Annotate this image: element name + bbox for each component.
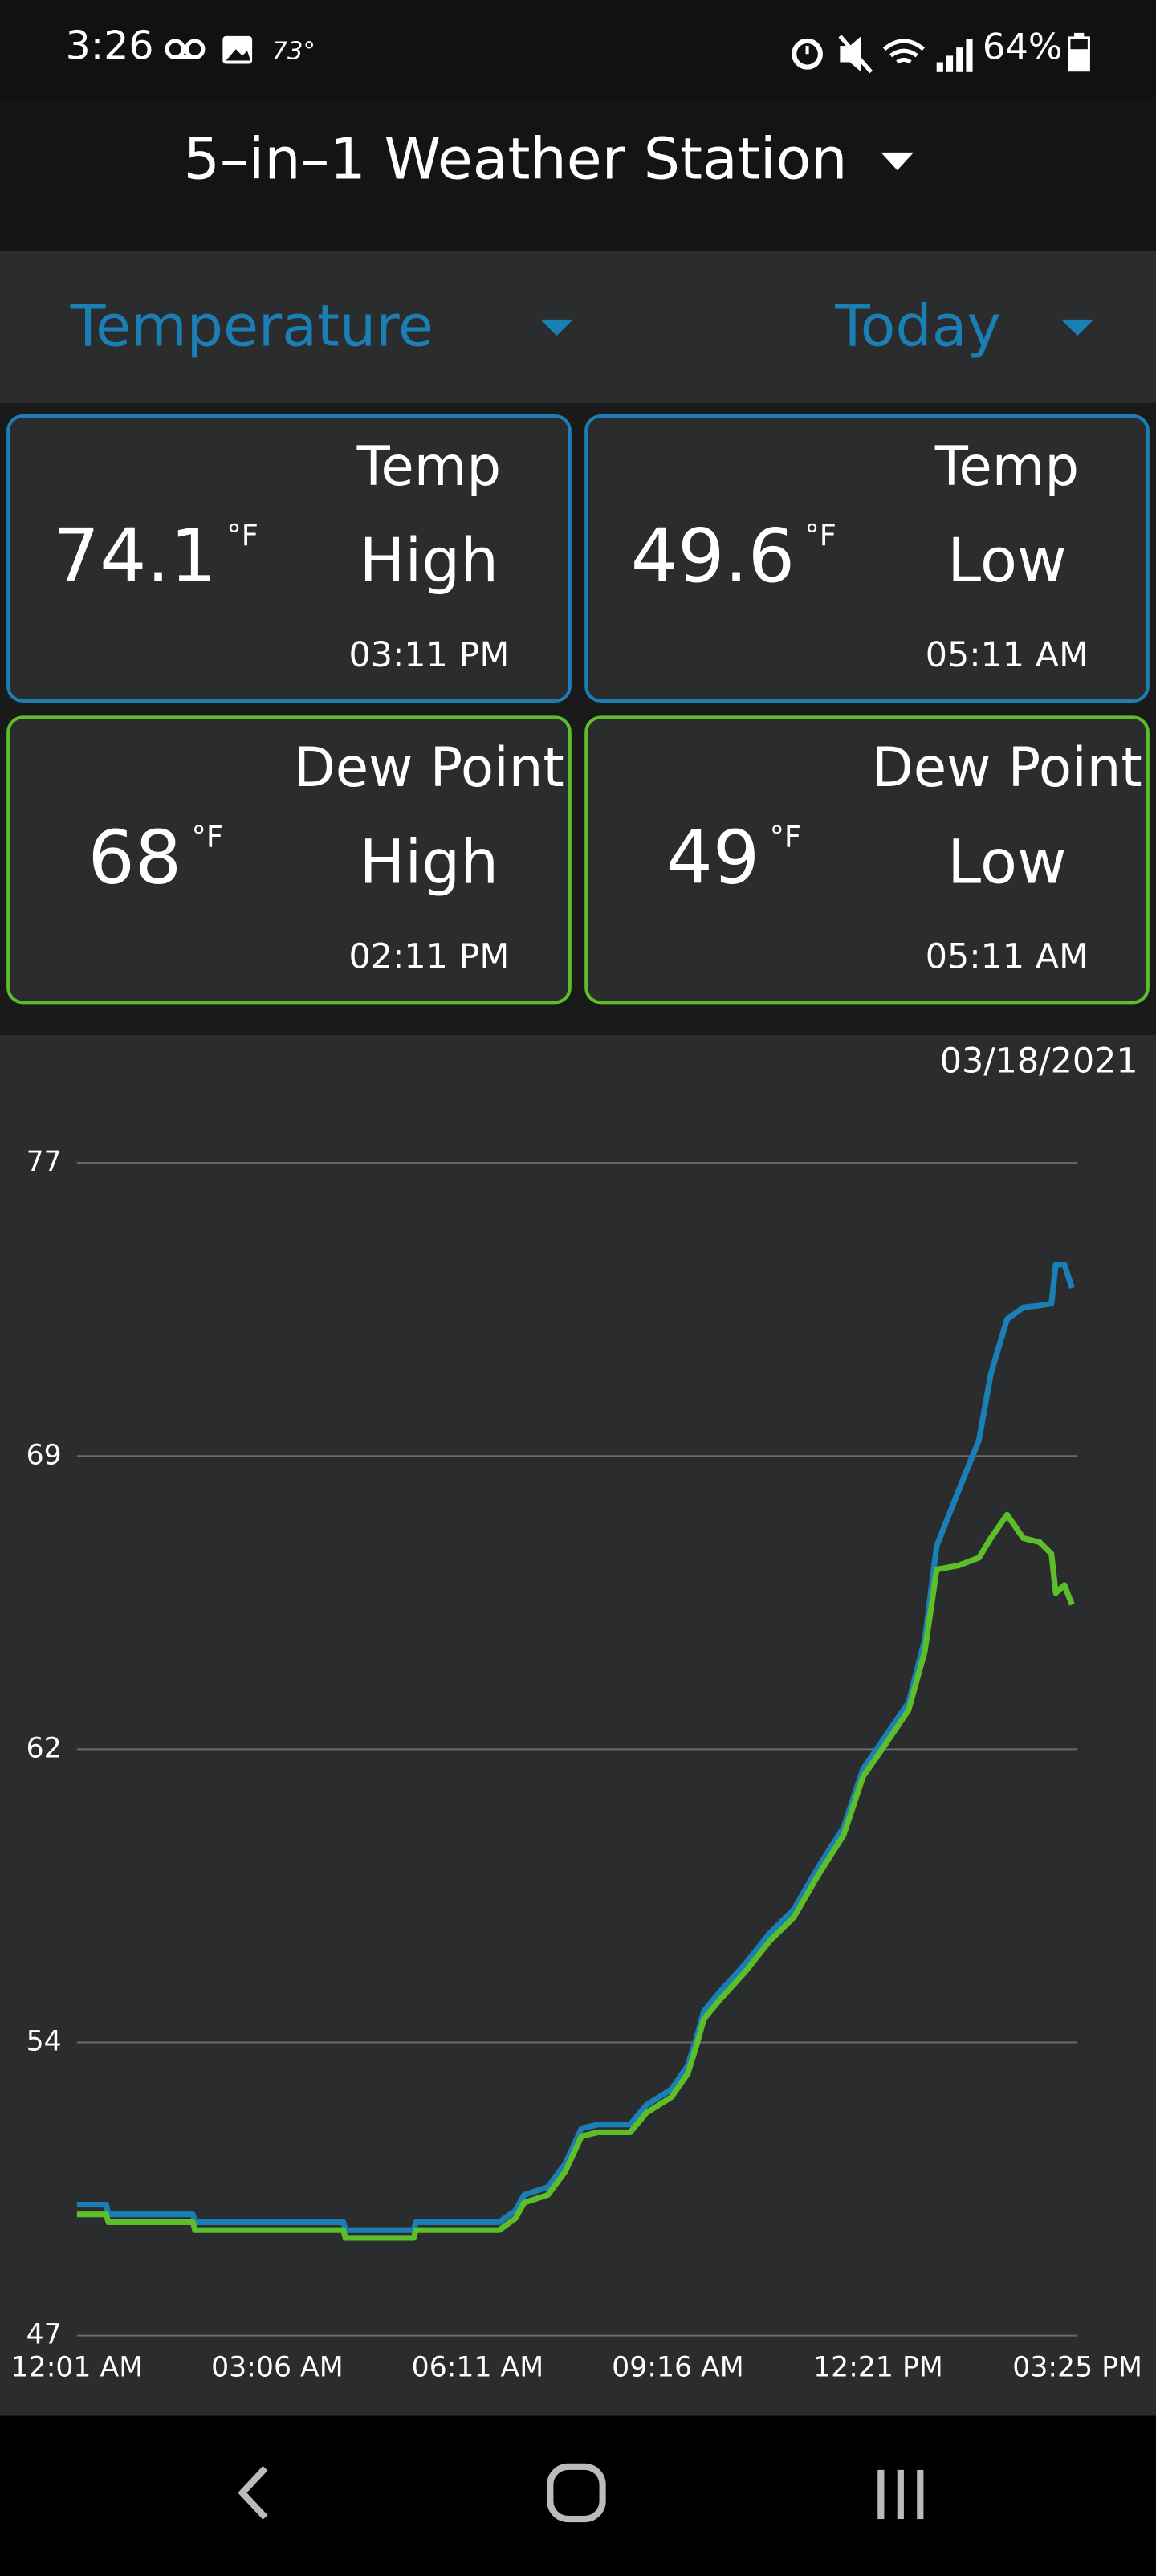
- stat-unit: °F: [804, 519, 836, 554]
- clock: 3:26: [65, 22, 154, 69]
- stat-label: Dew Point: [871, 735, 1142, 800]
- x-tick-label: 06:11 AM: [412, 2351, 544, 2383]
- measure-select[interactable]: Temperature: [70, 295, 434, 361]
- series-line: [76, 1511, 1075, 2241]
- period-select[interactable]: Today: [835, 295, 1001, 361]
- stat-card: 68 °F Dew Point High 02:11 PM: [6, 715, 572, 1005]
- status-icons-right: [792, 35, 973, 74]
- stat-unit: °F: [191, 820, 224, 855]
- stat-card: 49 °F Dew Point Low 05:11 AM: [584, 715, 1150, 1005]
- filter-bar: [0, 251, 1156, 403]
- stat-label: Dew Point: [293, 735, 564, 800]
- nav-icons: [238, 2463, 924, 2523]
- x-tick-label: 03:25 PM: [1012, 2351, 1142, 2383]
- app-header: 5–in–1 Weather Station: [0, 98, 1156, 251]
- dropdown-arrow[interactable]: [1060, 319, 1097, 343]
- back-button[interactable]: [238, 2466, 268, 2520]
- weather-temp: 73°: [271, 35, 315, 66]
- y-tick-label: 47: [26, 2319, 62, 2351]
- dropdown-arrow[interactable]: [881, 152, 917, 176]
- battery-level: 64%: [982, 27, 1063, 69]
- stat-value: 49: [666, 813, 760, 901]
- y-tick-label: 54: [26, 2026, 62, 2058]
- station-title[interactable]: 5–in–1 Weather Station: [183, 128, 848, 194]
- y-tick-label: 69: [26, 1439, 62, 1471]
- stat-kind: High: [359, 827, 499, 898]
- stat-kind: Low: [947, 525, 1067, 597]
- stat-kind: Low: [947, 827, 1067, 898]
- stat-kind: High: [359, 525, 499, 597]
- status-bar: 3:26 73° 64%: [0, 0, 1156, 99]
- dropdown-arrow[interactable]: [540, 319, 576, 343]
- stat-time: 03:11 PM: [348, 635, 510, 675]
- stat-value: 68: [88, 813, 182, 901]
- stat-unit: °F: [226, 519, 258, 554]
- stat-time: 02:11 PM: [348, 936, 510, 976]
- stat-value-group: 74.1 °F: [10, 512, 301, 599]
- stat-value-group: 49.6 °F: [588, 512, 879, 599]
- y-tick-label: 62: [26, 1732, 62, 1764]
- recents-button[interactable]: [877, 2469, 924, 2520]
- stat-value: 49.6: [630, 512, 796, 600]
- x-tick-label: 03:06 AM: [211, 2351, 344, 2383]
- stat-value: 74.1: [52, 512, 218, 600]
- stat-value-group: 68 °F: [10, 814, 301, 901]
- x-tick-label: 12:21 PM: [813, 2351, 943, 2383]
- stat-value-group: 49 °F: [588, 814, 879, 901]
- stat-time: 05:11 AM: [925, 936, 1089, 976]
- stat-label: Temp: [934, 434, 1080, 499]
- stat-card: 74.1 °F Temp High 03:11 PM: [6, 414, 572, 703]
- chart: 03/18/2021 47 54 62 69 77 12:01 AM 03:06 AM 06:…: [11, 1041, 1142, 2383]
- stat-label: Temp: [356, 434, 502, 499]
- series-line: [76, 1262, 1075, 2233]
- stat-card: 49.6 °F Temp Low 05:11 AM: [584, 414, 1150, 703]
- stat-time: 05:11 AM: [925, 635, 1089, 675]
- battery-icon: [1068, 32, 1090, 72]
- home-button[interactable]: [547, 2463, 606, 2523]
- chart-panel: 03/18/2021 47 54 62 69 77 12:01 AM 03:06 AM 06:…: [0, 1035, 1156, 2416]
- status-icons-left: [165, 35, 253, 64]
- nav-bar: [0, 2415, 1156, 2570]
- stat-unit: °F: [769, 820, 802, 855]
- chart-date: 03/18/2021: [940, 1041, 1138, 1081]
- x-tick-label: 12:01 AM: [11, 2351, 144, 2383]
- x-tick-label: 09:16 AM: [612, 2351, 744, 2383]
- y-tick-label: 77: [26, 1146, 62, 1178]
